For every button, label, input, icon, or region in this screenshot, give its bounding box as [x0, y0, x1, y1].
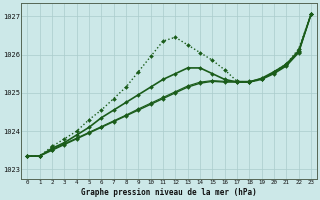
X-axis label: Graphe pression niveau de la mer (hPa): Graphe pression niveau de la mer (hPa) [81, 188, 257, 197]
